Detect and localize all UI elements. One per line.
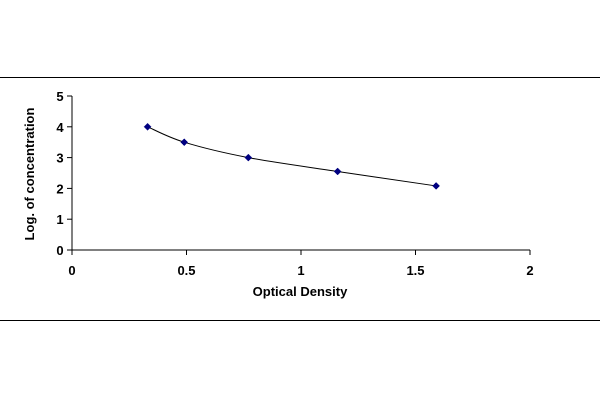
data-point — [244, 153, 253, 162]
y-tick-label: 0 — [56, 243, 63, 258]
data-point — [432, 182, 440, 190]
x-tick-label: 0 — [68, 263, 75, 278]
y-axis-title: Log. of concentration — [22, 108, 37, 241]
chart-frame — [0, 77, 600, 321]
trend-curve — [147, 126, 437, 187]
trend-curve-path — [147, 126, 437, 187]
axis-ticks: 0 1 2 3 4 5 0 0.5 1 1.5 2 — [56, 89, 533, 278]
data-point — [333, 167, 342, 176]
y-tick-label: 5 — [56, 89, 63, 104]
x-tick-label: 2 — [526, 263, 533, 278]
data-points — [143, 122, 440, 190]
y-tick-label: 3 — [56, 151, 63, 166]
axes — [71, 96, 530, 251]
y-tick-label: 1 — [56, 212, 63, 227]
data-point — [180, 138, 189, 147]
x-tick-label: 1.5 — [406, 263, 424, 278]
x-axis-title: Optical Density — [253, 284, 348, 299]
y-tick-label: 4 — [56, 120, 64, 135]
x-tick-label: 0.5 — [177, 263, 195, 278]
y-tick-label: 2 — [56, 181, 63, 196]
x-tick-label: 1 — [297, 263, 304, 278]
data-point — [143, 122, 152, 131]
